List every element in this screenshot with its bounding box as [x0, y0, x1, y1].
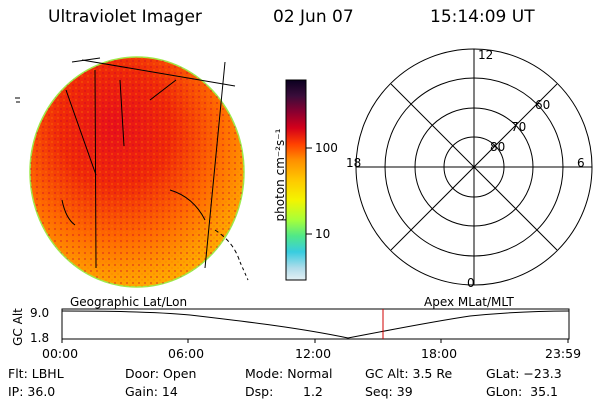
mode-status: Mode: Normal — [245, 366, 333, 381]
glon-status: GLon: 35.1 — [486, 384, 558, 399]
coast-line — [169, 189, 206, 221]
lat-label-70: 70 — [511, 120, 527, 134]
polar-diagonal — [390, 83, 558, 251]
colorbar-tick-10: 10 — [315, 227, 331, 241]
coast-line — [65, 89, 97, 176]
mlt-label-12: 12 — [478, 48, 494, 62]
y-tick-9: 9.0 — [30, 306, 50, 320]
x-tick-0000: 00:00 — [42, 346, 79, 361]
date-label: 02 Jun 07 — [273, 7, 354, 27]
y-tick-1-8: 1.8 — [30, 331, 50, 345]
mlt-label-0: 0 — [467, 276, 475, 290]
door-status: Door: Open — [125, 366, 197, 381]
ip-status: IP: 36.0 — [8, 384, 56, 399]
coast-line — [119, 79, 125, 147]
altitude-curve — [61, 310, 570, 339]
colorbar-tick-100: 100 — [315, 141, 338, 155]
gain-status: Gain: 14 — [125, 384, 178, 399]
coast-line — [149, 79, 177, 101]
grid-line — [81, 59, 236, 87]
grid-line — [94, 69, 97, 269]
x-tick-1800: 18:00 — [421, 346, 458, 361]
x-tick-1200: 12:00 — [295, 346, 332, 361]
lat-label-80: 80 — [490, 140, 506, 154]
grid-line — [204, 61, 226, 269]
gc-alt-status: GC Alt: 3.5 Re — [365, 366, 453, 381]
dsp-value: 1.2 — [303, 384, 323, 399]
grid-line — [71, 57, 101, 63]
lat-label-60: 60 — [535, 98, 551, 112]
apex-label: Apex MLat/MLT — [424, 295, 514, 309]
seq-status: Seq: 39 — [365, 384, 413, 399]
coast-line — [214, 229, 241, 263]
x-tick-0600: 06:00 — [168, 346, 205, 361]
mlt-label-6: 6 — [577, 156, 585, 170]
glat-status: GLat: −23.3 — [486, 366, 562, 381]
instrument-title: Ultraviolet Imager — [48, 7, 202, 27]
mlt-label-18: 18 — [346, 156, 362, 170]
coast-line — [61, 199, 76, 226]
filter-status: Flt: LBHL — [8, 366, 64, 381]
dsp-label: Dsp: — [245, 384, 274, 399]
x-tick-2359: 23:59 — [545, 346, 582, 361]
colorbar-gradient — [285, 79, 307, 281]
time-label: 15:14:09 UT — [430, 7, 535, 27]
geographic-label: Geographic Lat/Lon — [70, 295, 188, 309]
